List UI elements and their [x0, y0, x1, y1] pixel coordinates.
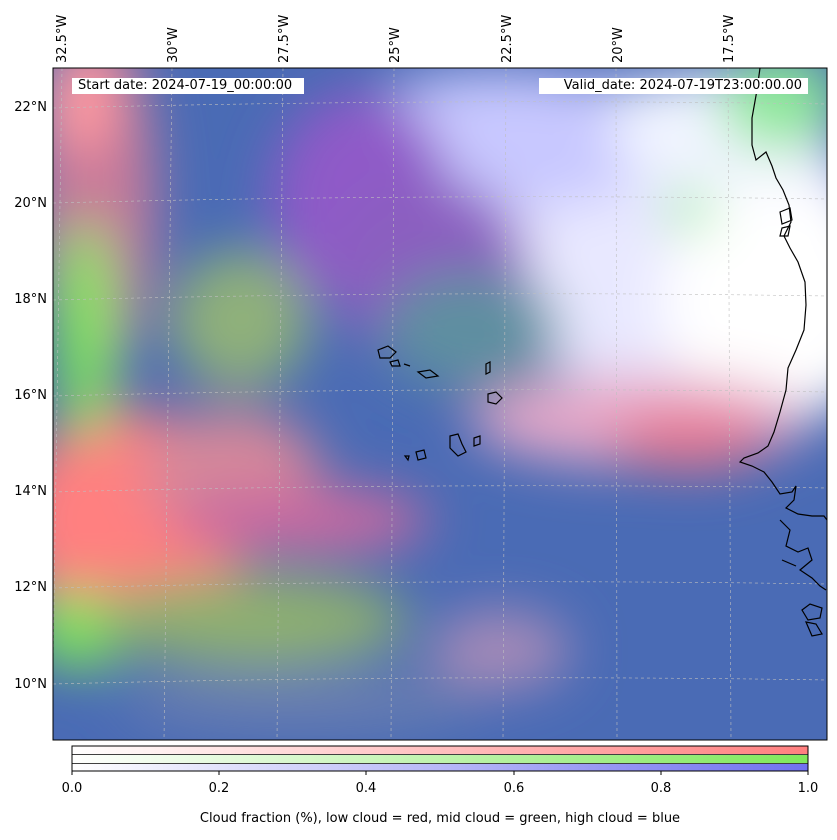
lat-label: 20°N: [14, 196, 47, 211]
longitude-labels: 32.5°W 30°W 27.5°W 25°W 22.5°W 20°W 17.5…: [55, 15, 737, 63]
colorbar-tick: 0.6: [504, 781, 525, 796]
lon-label: 25°W: [388, 27, 403, 63]
lon-label: 22.5°W: [500, 15, 515, 63]
lon-label: 20°W: [611, 27, 626, 63]
valid-date-label: Valid_date: 2024-07-19T23:00:00.00: [539, 78, 808, 94]
colorbar-tick: 0.8: [651, 781, 672, 796]
lon-label: 32.5°W: [55, 15, 70, 63]
lon-label: 27.5°W: [277, 15, 292, 63]
colorbar-tick: 0.0: [62, 781, 83, 796]
coastline: [377, 68, 827, 637]
cloud-field: [53, 68, 827, 740]
colorbar-red-band: [72, 746, 808, 754]
lat-label: 18°N: [14, 292, 47, 307]
lat-label: 10°N: [14, 677, 47, 692]
lat-label: 16°N: [14, 388, 47, 403]
colorbar-tick: 1.0: [798, 781, 819, 796]
colorbar-label: Cloud fraction (%), low cloud = red, mid…: [200, 811, 680, 826]
colorbar: 0.0 0.2 0.4 0.6 0.8 1.0 Cloud fraction (…: [62, 745, 819, 826]
colorbar-green-band: [72, 755, 808, 763]
colorbar-blue-band: [72, 764, 808, 771]
lat-label: 22°N: [14, 100, 47, 115]
lat-label: 14°N: [14, 484, 47, 499]
colorbar-tick: 0.2: [209, 781, 230, 796]
lon-label: 30°W: [166, 27, 181, 63]
graticule: [53, 68, 827, 740]
latitude-labels: 22°N 20°N 18°N 16°N 14°N 12°N 10°N: [14, 100, 47, 692]
lon-label: 17.5°W: [722, 15, 737, 63]
start-date-label: Start date: 2024-07-19_00:00:00: [72, 78, 304, 94]
colorbar-tick: 0.4: [356, 781, 377, 796]
lat-label: 12°N: [14, 580, 47, 595]
map-frame: [52, 67, 828, 741]
